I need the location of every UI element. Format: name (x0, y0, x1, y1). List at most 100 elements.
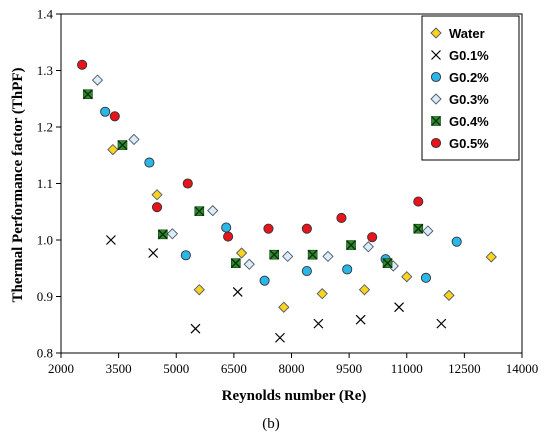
y-tick-label: 0.9 (37, 289, 53, 304)
data-point (235, 247, 248, 259)
series-5 (82, 89, 424, 269)
series-1 (107, 143, 497, 313)
data-point (346, 240, 357, 251)
x-tick-label: 12500 (448, 361, 481, 376)
legend-item-4: G0.3% (430, 92, 489, 107)
y-tick-label: 0.8 (37, 346, 53, 361)
data-point (182, 178, 193, 189)
data-point (420, 272, 432, 283)
x-tick-label: 3500 (106, 361, 132, 376)
data-point (157, 229, 168, 240)
data-point (275, 332, 285, 343)
y-tick-label: 1.0 (37, 233, 53, 248)
data-point (193, 284, 205, 296)
series-4 (91, 74, 434, 272)
data-point (259, 275, 270, 286)
legend-marker (431, 116, 441, 126)
data-point (307, 249, 318, 260)
data-point (91, 74, 104, 86)
data-point (109, 111, 120, 122)
legend-label: G0.4% (449, 114, 489, 129)
data-point (190, 323, 201, 334)
legend-box (421, 15, 520, 161)
data-point (342, 264, 353, 275)
x-axis-title: Reynolds number (Re) (222, 388, 367, 404)
data-point (194, 206, 205, 217)
legend-marker (430, 93, 442, 105)
data-point (180, 250, 191, 261)
data-point (367, 232, 378, 243)
data-marks (77, 59, 497, 343)
marker-cross (194, 206, 205, 217)
legend-label: Water (449, 26, 485, 41)
y-tick-label: 1.3 (37, 63, 53, 78)
y-tick-label: 1.4 (37, 7, 54, 22)
data-point (148, 248, 159, 258)
data-point (422, 225, 434, 237)
data-point (282, 250, 294, 263)
legend-item-2: G0.1% (431, 48, 489, 63)
data-point (316, 288, 328, 300)
data-point (107, 143, 119, 156)
series-2 (106, 235, 447, 343)
x-tick-label: 2000 (48, 361, 74, 376)
data-point (221, 222, 232, 233)
legend-item-3: G0.2% (430, 70, 489, 85)
data-point (301, 266, 312, 277)
legend-item-5: G0.4% (431, 114, 489, 129)
data-point (436, 318, 447, 329)
x-tick-label: 9500 (336, 361, 362, 376)
legend-item-1: Water (430, 26, 485, 41)
x-tick-label: 11000 (391, 361, 423, 376)
data-point (451, 236, 462, 247)
x-tick-label: 8000 (279, 361, 305, 376)
axes: 2000 3500 5000 6500 8000 9500 11000 12500 14000 0… (37, 7, 539, 377)
data-point (117, 140, 128, 151)
data-point (77, 59, 88, 70)
marker-cross (382, 258, 393, 269)
legend: Water G0.1% G0.2% G0.3% G0.4% G0.5% (421, 15, 520, 161)
data-point (144, 157, 155, 168)
data-point (106, 235, 116, 245)
data-point (394, 302, 404, 313)
legend-marker (430, 137, 442, 149)
data-point (128, 133, 140, 146)
data-point (355, 314, 366, 325)
marker-cross (230, 258, 241, 269)
x-tick-label: 6500 (221, 361, 247, 376)
marker-cross (307, 249, 318, 260)
data-point (207, 204, 219, 217)
legend-marker (431, 50, 441, 60)
data-point (243, 258, 255, 270)
marker-cross (269, 249, 280, 260)
data-point (223, 231, 234, 242)
data-point (263, 223, 274, 234)
marker-cross (117, 140, 128, 151)
marker-cross (413, 223, 424, 234)
data-point (100, 106, 111, 117)
marker-cross (431, 116, 441, 126)
data-point (443, 289, 455, 302)
data-point (151, 202, 163, 213)
legend-label: G0.5% (449, 136, 489, 151)
data-point (336, 212, 347, 224)
data-point (413, 196, 424, 207)
legend-label: G0.3% (449, 92, 489, 107)
legend-item-6: G0.5% (430, 136, 489, 151)
marker-cross (82, 89, 93, 100)
data-point (322, 250, 334, 263)
data-point (382, 258, 393, 269)
data-point (413, 223, 424, 234)
data-point (301, 223, 312, 234)
data-point (230, 258, 241, 269)
figure-caption: (b) (262, 416, 280, 432)
data-point (401, 271, 413, 283)
marker-cross (157, 229, 168, 240)
data-point (358, 284, 371, 296)
data-point (232, 287, 243, 297)
y-axis-title: Thermal Performance factor (ThPF) (10, 67, 26, 302)
legend-label: G0.2% (449, 70, 489, 85)
x-tick-label: 5000 (163, 361, 189, 376)
data-point (82, 89, 93, 100)
